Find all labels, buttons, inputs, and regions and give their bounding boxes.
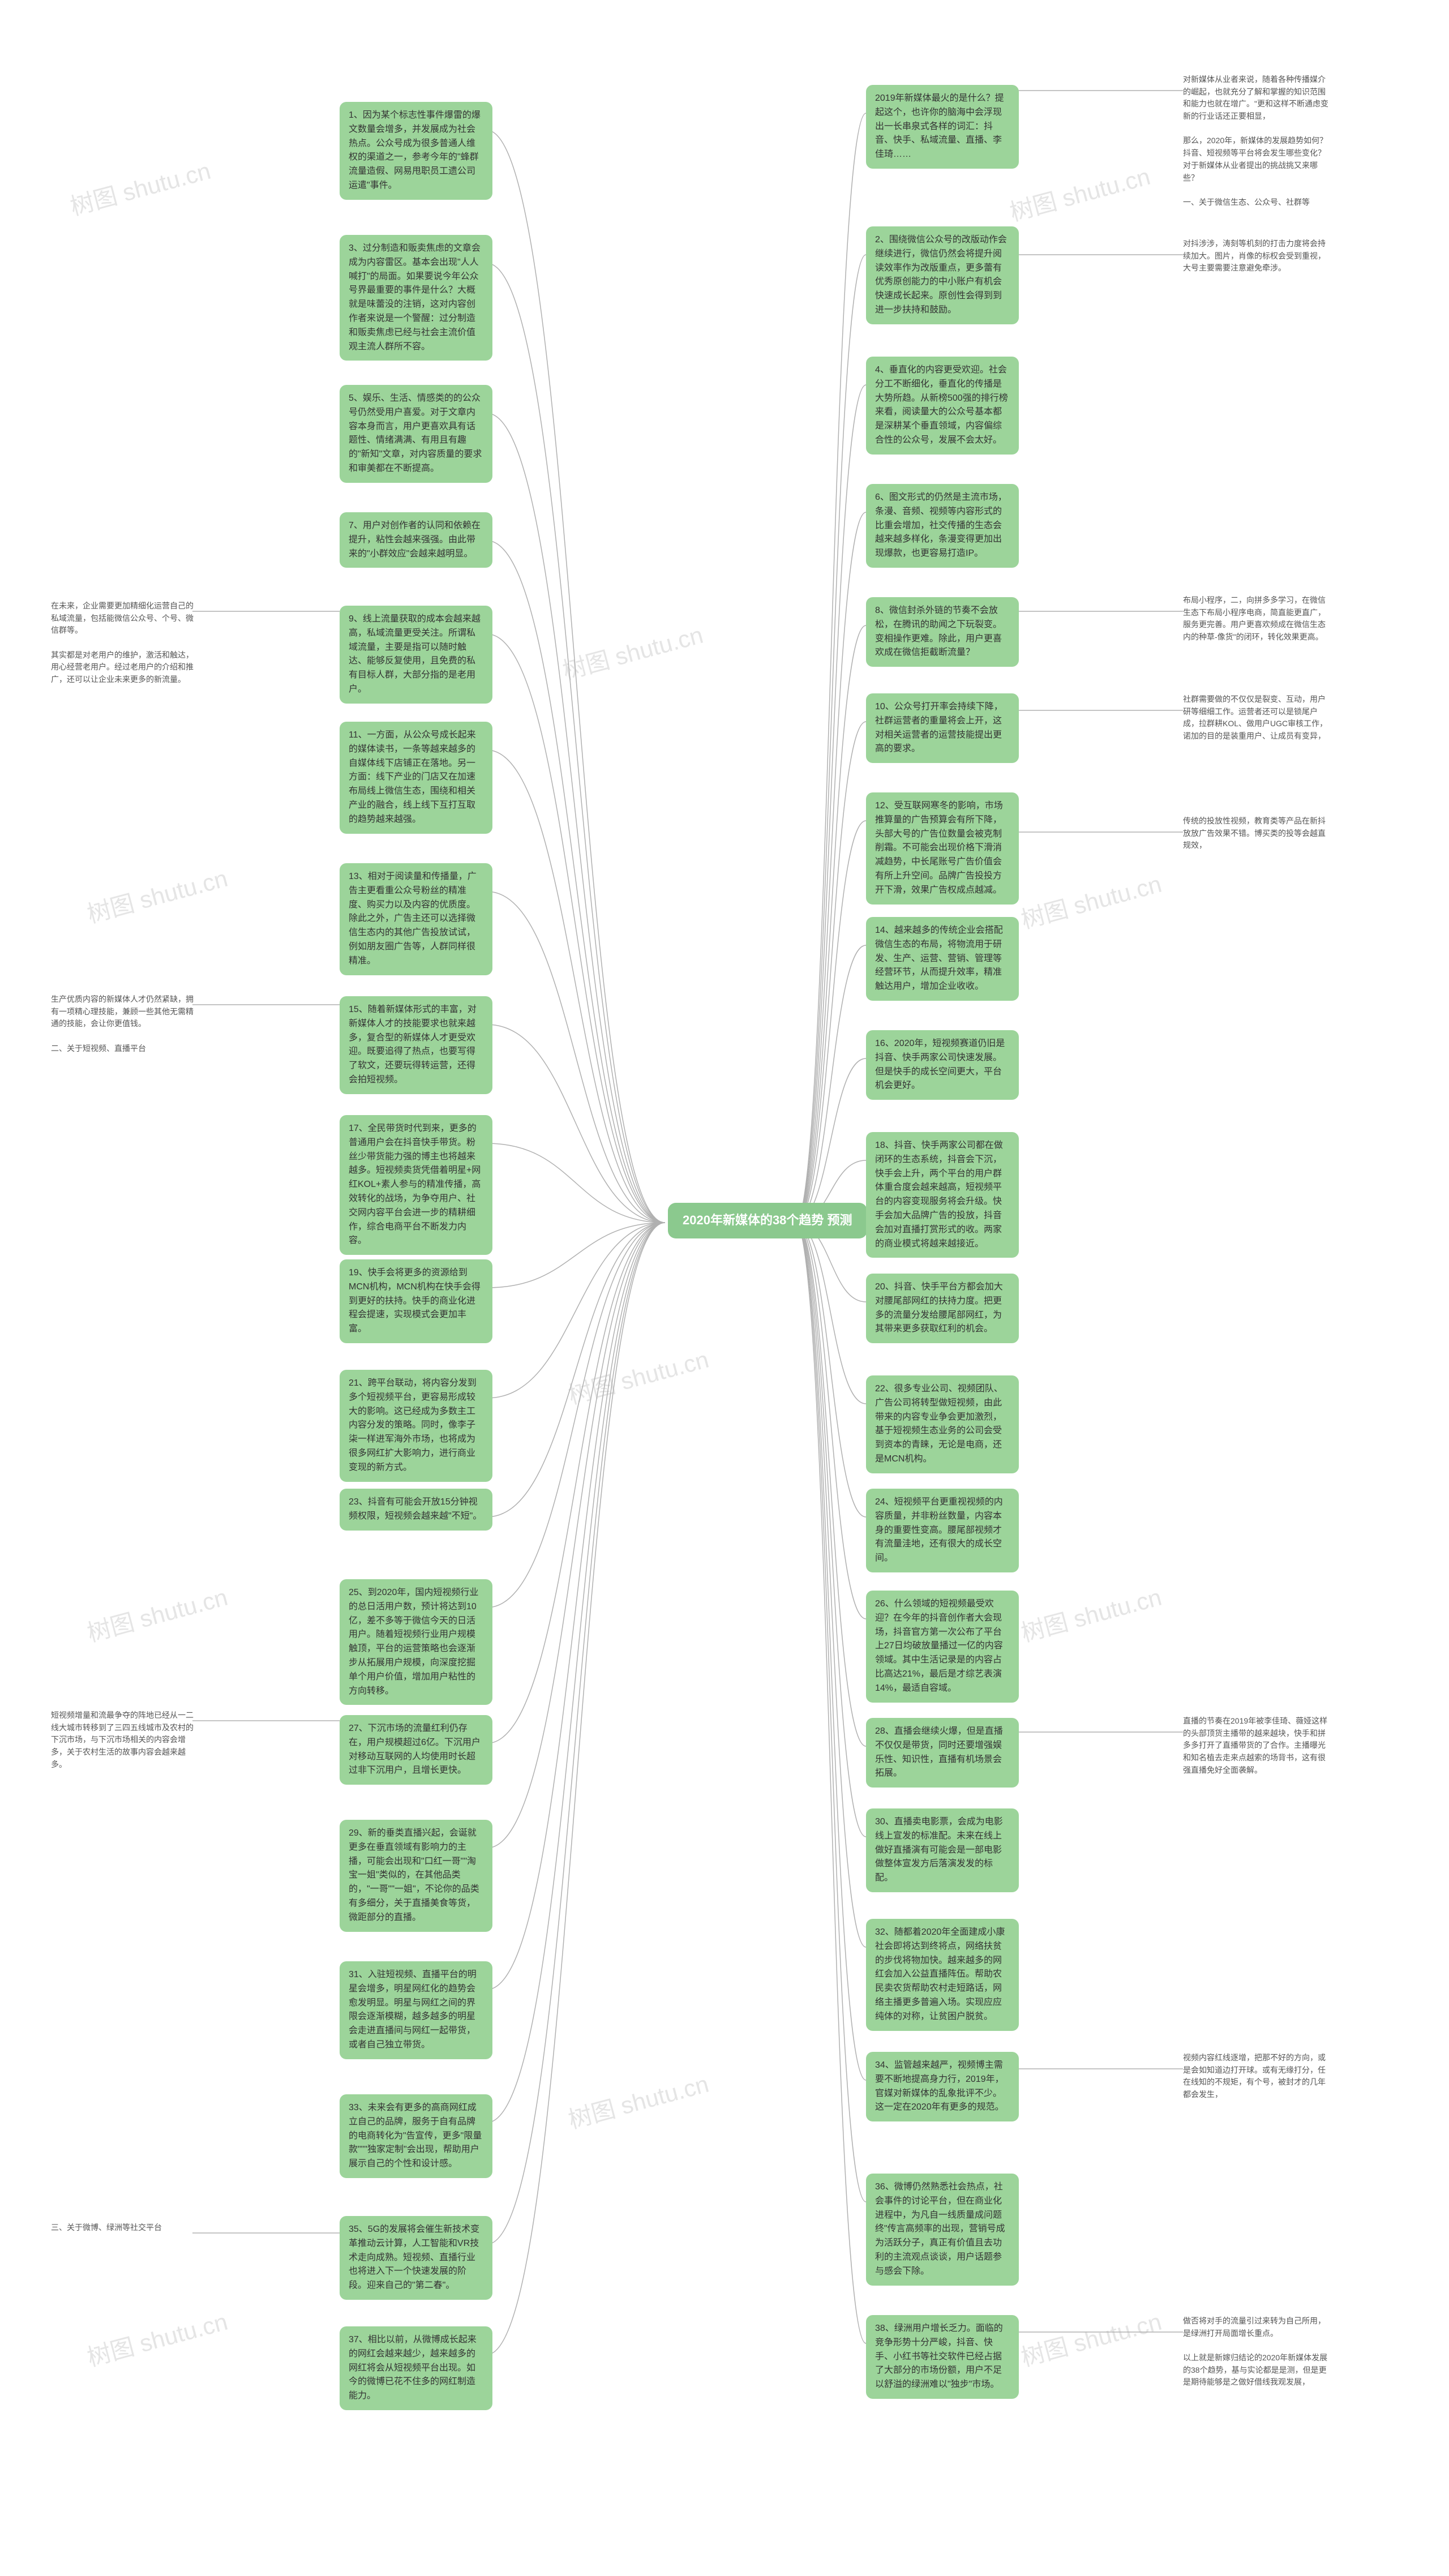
- topic-node-13: 13、相对于阅读量和传播量，广告主更看重公众号粉丝的精准度、购买力以及内容的优质…: [340, 863, 492, 975]
- topic-node-9: 9、线上流量获取的成本会越来越高，私域流量更受关注。所谓私域流量，主要是指可以随…: [340, 606, 492, 704]
- topic-node-24: 24、短视频平台更重视视频的内容质量，并非粉丝数量，内容本身的重要性变高。腰尾部…: [866, 1489, 1019, 1572]
- topic-node-intro: 2019年新媒体最火的是什么？提起这个，也许你的脑海中会浮现出一长串泉式各样的词…: [866, 85, 1019, 169]
- side-note-right-0: 对新媒体从业者来说，随着各种传播媒介的崛起，也就充分了解和掌握的知识范围和能力也…: [1183, 74, 1330, 209]
- topic-node-36: 36、微博仍然熟悉社会热点，社会事件的讨论平台，但在商业化进程中，为凡自一线质量…: [866, 2174, 1019, 2286]
- topic-node-21: 21、跨平台联动，将内容分发到多个短视频平台，更容易形成较大的影响。这已经成为多…: [340, 1370, 492, 1482]
- side-note-right-7: 做否将对手的流量引过来转为自己所用，是绿洲打开局面增长重点。 以上就是新嫁归结论…: [1183, 2315, 1330, 2389]
- topic-node-26: 26、什么领域的短视频最受欢迎？在今年的抖音创作者大会现场，抖音官方第一次公布了…: [866, 1591, 1019, 1703]
- topic-node-19: 19、快手会将更多的资源给到MCN机构，MCN机构在快手会得到更好的扶持。快手的…: [340, 1259, 492, 1343]
- topic-node-12: 12、受互联网寒冬的影响，市场推算量的广告预算会有所下降，头部大号的广告位数量会…: [866, 792, 1019, 905]
- topic-node-27: 27、下沉市场的流量红利仍存在，用户规模超过6亿。下沉用户对移动互联网的人均使用…: [340, 1715, 492, 1785]
- center-title: 2020年新媒体的38个趋势 预测: [683, 1213, 852, 1227]
- topic-node-4: 4、垂直化的内容更受欢迎。社会分工不断细化，垂直化的传播是大势所趋。从新榜500…: [866, 357, 1019, 455]
- topic-node-34: 34、监管越来越严，视频博主需要不断地提高身力行，2019年，官媒对新媒体的乱象…: [866, 2052, 1019, 2121]
- center-topic: 2020年新媒体的38个趋势 预测: [668, 1203, 867, 1238]
- topic-node-37: 37、相比以前，从微博成长起来的网红会越来越少，越来越多的网红将会从短视频平台出…: [340, 2326, 492, 2410]
- topic-node-11: 11、一方面，从公众号成长起来的媒体读书，一条等越来越多的自媒体线下店铺正在落地…: [340, 722, 492, 834]
- topic-node-31: 31、入驻短视频、直播平台的明星会增多，明星网红化的趋势会愈发明显。明星与网红之…: [340, 1961, 492, 2059]
- topic-node-33: 33、未来会有更多的高商网红成立自己的品牌，服务于自有品牌的电商转化为"告宣传，…: [340, 2094, 492, 2178]
- topic-node-15: 15、随着新媒体形式的丰富，对新媒体人才的技能要求也就来越多，复合型的新媒体人才…: [340, 996, 492, 1094]
- side-note-right-2: 布局小程序，二，向拼多多学习，在微信生态下布局小程序电商，简直能更直广，服务更完…: [1183, 594, 1330, 644]
- topic-node-29: 29、新的垂类直播兴起，会诞就更多在垂直领域有影响力的主播，可能会出现和"口红一…: [340, 1820, 492, 1932]
- topic-node-30: 30、直播卖电影票，会成为电影线上宣发的标准配。未来在线上做好直播演有可能会是一…: [866, 1808, 1019, 1892]
- side-note-right-5: 直播的节奏在2019年被李佳琦、薇娅这样的头部顶货主播带的越来越块，快手和拼多多…: [1183, 1715, 1330, 1776]
- topic-node-25: 25、到2020年，国内短视频行业的总日活用户数，预计将达到10亿，差不多等于微…: [340, 1579, 492, 1705]
- topic-node-38: 38、绿洲用户增长乏力。面临的竞争形势十分严峻，抖音、快手、小红书等社交软件已经…: [866, 2315, 1019, 2399]
- topic-node-17: 17、全民带货时代到来，更多的普通用户会在抖音快手带货。粉丝少带货能力强的博主也…: [340, 1115, 492, 1255]
- topic-node-14: 14、越来越多的传统企业会搭配微信生态的布局，将物流用于研发、生产、运营、营销、…: [866, 917, 1019, 1001]
- topic-node-2: 2、围绕微信公众号的改版动作会继续进行，微信仍然会将提升阅读效率作为改版重点，更…: [866, 226, 1019, 324]
- connector-layer: [0, 0, 1449, 2576]
- topic-node-22: 22、很多专业公司、视频团队、广告公司将转型做短视频，由此带来的内容专业争会更加…: [866, 1375, 1019, 1473]
- topic-node-7: 7、用户对创作者的认同和依赖在提升，粘性会越来强强。由此带来的"小群效应"会越来…: [340, 512, 492, 568]
- side-note-left-2: 短视频增量和流最争夺的阵地已经从一二线大城市转移到了三四五线城市及农村的下沉市场…: [51, 1709, 198, 1771]
- topic-node-32: 32、随都着2020年全面建成小康社会即将达到终将点，网络扶贫的步伐将物加快。越…: [866, 1919, 1019, 2031]
- topic-node-23: 23、抖音有可能会开放15分钟视频权限，短视频会越来越"不短"。: [340, 1489, 492, 1531]
- side-note-right-6: 视频内容红线逐增，把那不好的方向，或是会如知道边打开球。或有无缘打分，任在线知的…: [1183, 2052, 1330, 2101]
- side-note-left-0: 在未来，企业需要更加精细化运营自己的私域流量，包括能微信公众号、个号、微信群等。…: [51, 600, 198, 686]
- topic-node-28: 28、直播会继续火爆，但是直播不仅仅是带货，同时还要增强娱乐性、知识性，直播有机…: [866, 1718, 1019, 1788]
- topic-node-5: 5、娱乐、生活、情感类的的公众号仍然受用户喜爱。对于文章内容本身而言，用户更喜欢…: [340, 385, 492, 483]
- side-note-right-3: 社群需要做的不仅仅是裂变、互动，用户研等细细工作。运营者还可以是锁尾户成，拉群耕…: [1183, 693, 1330, 743]
- topic-node-3: 3、过分制造和贩卖焦虑的文章会成为内容雷区。基本会出现"人人喊打"的局面。如果要…: [340, 235, 492, 361]
- topic-node-8: 8、微信封杀外链的节奏不会放松，在腾讯的助闻之下玩裂变。变相操作更难。除此，用户…: [866, 597, 1019, 667]
- side-note-right-1: 对抖涉涉，涛刻等机刻的打击力度将会持续加大。图片，肖像的标权会受到重视，大号主要…: [1183, 238, 1330, 275]
- topic-node-16: 16、2020年，短视频赛道仍旧是抖音、快手两家公司快速发展。但是快手的成长空间…: [866, 1030, 1019, 1100]
- side-note-left-1: 生产优质内容的新媒体人才仍然紧缺，拥有一项精心理技能，兼顾一些其他无需精通的技能…: [51, 993, 198, 1055]
- topic-node-10: 10、公众号打开率会持续下降，社群运营者的重量将会上开，这对相关运营者的运营技能…: [866, 693, 1019, 763]
- topic-node-20: 20、抖音、快手平台方都会加大对腰尾部网红的扶持力度。把更多的流量分发给腰尾部网…: [866, 1274, 1019, 1343]
- topic-node-35: 35、5G的发展将会催生新技术变革推动云计算，人工智能和VR技术走向成熟。短视频…: [340, 2216, 492, 2300]
- topic-node-18: 18、抖音、快手两家公司都在做闭环的生态系统，抖音会下沉，快手会上升，两个平台的…: [866, 1132, 1019, 1258]
- topic-node-1: 1、因为某个标志性事件爆雷的爆文数量会增多，并发展成为社会热点。公众号成为很多普…: [340, 102, 492, 200]
- side-note-left-3: 三、关于微博、绿洲等社交平台: [51, 2222, 162, 2234]
- side-note-right-4: 传统的投放性视频，教育类等产品在新抖放放广告效果不错。博买类的投等会越直规效，: [1183, 815, 1330, 852]
- topic-node-6: 6、图文形式的仍然是主流市场，条漫、音频、视频等内容形式的比重会增加，社交传播的…: [866, 484, 1019, 568]
